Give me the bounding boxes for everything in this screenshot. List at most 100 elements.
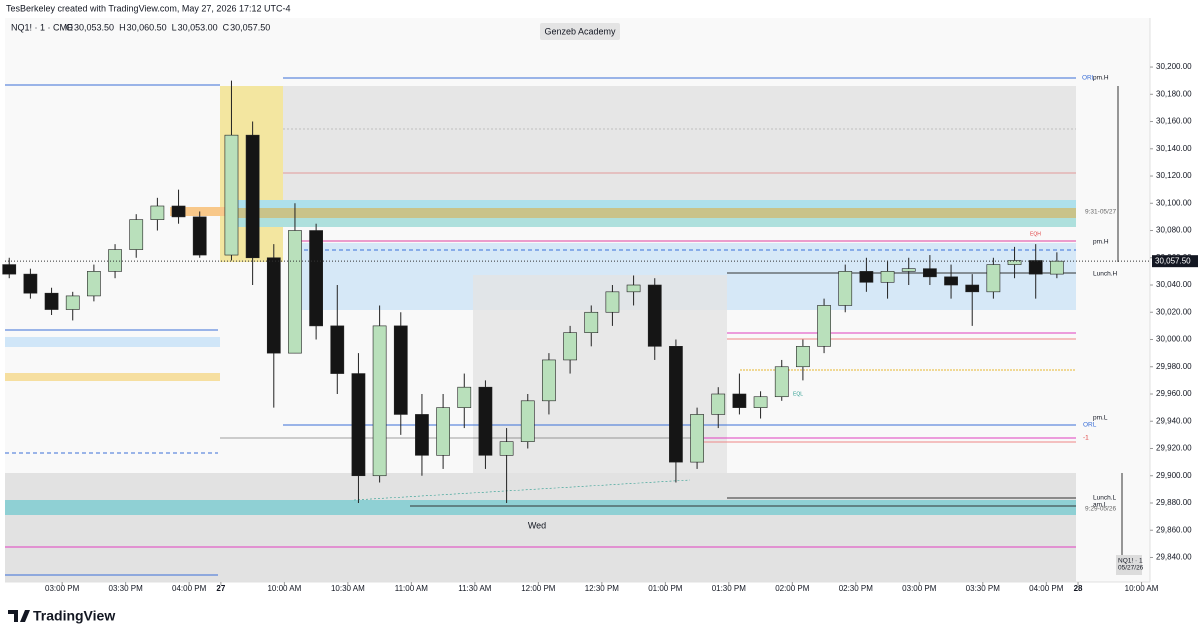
annotation: 9:29-05/26 (1085, 506, 1116, 513)
x-tick-label: 04:00 PM (1029, 584, 1064, 593)
logo-icon (8, 610, 30, 622)
candle-body (2, 264, 17, 275)
y-tick-label: 30,020.00 (1156, 307, 1192, 316)
y-tick-label: 30,100.00 (1156, 198, 1192, 207)
trend-line (353, 479, 691, 501)
candle-body (626, 284, 641, 293)
candle-body (1050, 260, 1064, 275)
y-tick-label: 29,860.00 (1156, 525, 1192, 534)
annotation: pm.L (1093, 415, 1108, 422)
last-price-box (1152, 255, 1198, 268)
y-tick-label: 29,960.00 (1156, 389, 1192, 398)
plot (2, 80, 1064, 503)
candle-body (669, 346, 683, 463)
y-tick-label: 29,880.00 (1156, 498, 1192, 507)
candle-body (1007, 260, 1022, 265)
y-tick-label: 30,160.00 (1156, 117, 1192, 126)
candle-body (457, 386, 472, 408)
annotation: Wed (528, 520, 546, 530)
x-tick-label: 28 (1074, 584, 1083, 593)
y-tick-label: 30,120.00 (1156, 171, 1192, 180)
y-tick-label: 30,180.00 (1156, 89, 1192, 98)
ohlc-letter: L (172, 22, 177, 32)
candle-body (245, 134, 260, 259)
watermark: Genzeb Academy (544, 26, 616, 36)
credit: TesBerkeley created with TradingView.com… (6, 3, 290, 13)
candle-body (647, 284, 662, 347)
x-tick-label: 10:30 AM (331, 584, 365, 593)
candle-body (753, 396, 768, 408)
y-tick-label: 30,040.00 (1156, 280, 1192, 289)
ohlc-value: 30,060.50 (127, 22, 167, 32)
annotation: NQ1! · 1 (1118, 558, 1143, 565)
zone (5, 473, 1076, 582)
x-tick-label: 02:00 PM (775, 584, 810, 593)
annotation: ORL (1083, 422, 1097, 429)
annotation: am.L (1093, 502, 1108, 509)
y-tick-label: 30,000.00 (1156, 335, 1192, 344)
candle-body (436, 407, 450, 456)
zone (230, 208, 1076, 218)
zone (473, 275, 727, 500)
x-tick-label: 03:30 PM (109, 584, 144, 593)
candle-body (192, 216, 207, 256)
candle-body (372, 325, 387, 477)
zone (5, 500, 1076, 515)
x-tick-label: 01:00 PM (648, 584, 683, 593)
candle-body (817, 305, 831, 347)
candle-body (309, 230, 323, 327)
x-tick-label: 02:30 PM (839, 584, 874, 593)
candle-body (129, 219, 144, 250)
candle-body (288, 230, 302, 354)
candle-body (838, 271, 853, 306)
watermark-box (540, 23, 620, 40)
y-tick-label: 30,140.00 (1156, 144, 1192, 153)
ohlc-value: 30,057.50 (230, 22, 270, 32)
candle-body (923, 268, 937, 278)
candle-body (711, 393, 726, 415)
candle-body (880, 271, 895, 283)
x-tick-label: 03:00 PM (902, 584, 937, 593)
label-box (1116, 555, 1142, 575)
candle-body (266, 257, 281, 354)
x-tick-label: 10:00 AM (267, 584, 301, 593)
candle-body (499, 441, 514, 456)
ohlc-letter: O (66, 22, 73, 32)
candle-body (23, 273, 38, 294)
zone (5, 373, 220, 381)
y-tick-label: 29,980.00 (1156, 362, 1192, 371)
x-tick-label: 11:00 AM (395, 584, 429, 593)
ohlc-value: 30,053.50 (74, 22, 114, 32)
y-tick-label: 29,840.00 (1156, 553, 1192, 562)
candle-body (859, 271, 874, 283)
candle-body (520, 400, 535, 442)
candle-body (478, 386, 493, 456)
annotation: 05/27/26 (1118, 565, 1144, 572)
candle-body (944, 276, 958, 286)
y-tick-label: 29,940.00 (1156, 416, 1192, 425)
candle-body (901, 268, 916, 272)
candle-body (690, 414, 704, 463)
annotation: EQL (793, 391, 803, 397)
x-tick-label: 03:00 PM (45, 584, 80, 593)
symbol: NQ1! · 1 · CME (11, 22, 73, 32)
annotation: pm.H (1093, 239, 1109, 246)
candle-body (605, 291, 620, 313)
zone (230, 218, 1076, 227)
x-tick-label: 12:30 PM (585, 584, 620, 593)
candle-body (351, 373, 366, 477)
x-tick-label: 12:00 PM (521, 584, 556, 593)
candle-body (796, 346, 810, 368)
zone (283, 86, 1076, 200)
candle-body (44, 292, 59, 310)
candle-body (108, 249, 122, 272)
x-tick-label: 11:30 AM (458, 584, 492, 593)
candle-body (330, 325, 345, 374)
annotation: pm.H (1093, 75, 1109, 82)
candle-body (1028, 260, 1043, 275)
ohlc-letter: C (223, 22, 230, 32)
y-tick-label: 29,920.00 (1156, 444, 1192, 453)
candle-body (224, 134, 239, 256)
